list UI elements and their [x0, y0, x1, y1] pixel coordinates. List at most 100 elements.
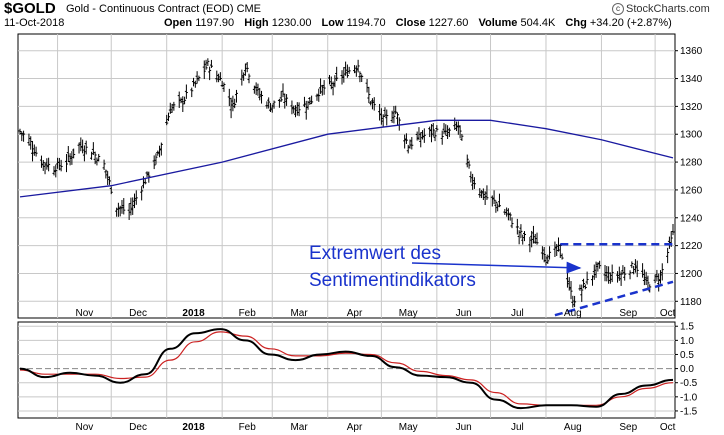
ohlc-bar	[333, 75, 337, 88]
osc-y-tick-label: 1.0	[680, 336, 694, 347]
price-y-tick-label: 1280	[680, 158, 703, 169]
ohlc-bar	[306, 100, 310, 110]
ohlc-bar	[607, 266, 611, 284]
ohlc-bar	[54, 164, 58, 178]
copyright-icon: c	[612, 3, 624, 16]
ohlc-bar	[34, 146, 38, 157]
ohlc-bar	[20, 131, 24, 142]
volume-label: Volume	[478, 17, 518, 29]
ohlc-bar	[265, 101, 269, 109]
price-panel	[17, 33, 676, 319]
ohlc-bar	[243, 63, 247, 76]
ohlc-bar	[555, 243, 559, 256]
ohlc-bar	[70, 151, 74, 165]
ohlc-bar	[630, 261, 634, 269]
ohlc-bar	[152, 155, 156, 170]
ohlc-bar	[302, 96, 306, 108]
chart-header: $GOLD Gold - Continuous Contract (EOD) C…	[0, 0, 724, 34]
ohlc-bar	[347, 66, 351, 74]
price-x-tick-label: Apr	[347, 308, 363, 319]
ohlc-bar	[181, 96, 185, 112]
ohlc-bar	[642, 269, 646, 286]
ohlc-bar	[580, 284, 584, 302]
ohlc-bar	[378, 103, 382, 121]
ohlc-bar	[417, 127, 421, 141]
ohlc-bar	[619, 271, 623, 286]
ohlc-bar	[290, 100, 294, 115]
ohlc-bar	[331, 81, 335, 96]
ohlc-bar	[623, 266, 627, 281]
ohlc-bar	[190, 87, 194, 98]
symbol: $GOLD	[4, 0, 56, 17]
ohlc-bar	[573, 295, 577, 308]
ohlc-bar	[633, 259, 637, 273]
ohlc-bar	[233, 98, 237, 109]
ohlc-bar	[582, 278, 586, 289]
ohlc-bar	[220, 80, 224, 88]
ohlc-bar	[635, 260, 639, 278]
ohlc-bar	[492, 190, 496, 205]
annotation-line1: Extremwert des	[309, 243, 441, 264]
ohlc-bar	[608, 272, 612, 284]
ohlc-bar	[365, 79, 369, 93]
ohlc-bar	[47, 157, 51, 172]
ohlc-bar	[658, 270, 662, 284]
ohlc-bar	[506, 208, 510, 221]
ohlc-bar	[515, 218, 519, 235]
price-y-tick-label: 1360	[680, 46, 703, 57]
ohlc-bar	[603, 265, 607, 282]
ohlc-bar	[82, 145, 86, 162]
ohlc-bar	[317, 88, 321, 102]
ohlc-bar	[77, 142, 81, 154]
ohlc-bar	[165, 114, 169, 126]
ohlc-bar	[143, 178, 147, 185]
ohlc-bar	[653, 274, 657, 284]
ohlc-bar	[193, 80, 197, 88]
ohlc-bar	[242, 72, 246, 81]
ohlc-bar	[84, 140, 88, 155]
ohlc-bar	[172, 101, 176, 111]
ohlc-bar	[297, 102, 301, 117]
ohlc-bar	[519, 224, 523, 239]
ohlc-bar	[655, 269, 659, 282]
osc-x-tick-label: Nov	[76, 422, 94, 433]
low-label: Low	[321, 17, 344, 29]
ohlc-bar	[478, 188, 482, 198]
ohlc-bar	[252, 85, 256, 94]
ohlc-bar	[166, 112, 170, 122]
ohlc-bar	[39, 155, 43, 168]
close-label: Close	[395, 17, 426, 29]
ohlc-bar	[521, 234, 525, 245]
ohlc-bar	[102, 159, 106, 171]
osc-x-tick-label: Mar	[290, 422, 308, 433]
ohlc-bar	[308, 96, 312, 105]
ohlc-bar	[528, 236, 532, 253]
ohlc-bar	[127, 203, 131, 220]
ohlc-bar	[204, 59, 208, 70]
open-value: 1197.90	[195, 17, 235, 29]
ohlc-bar	[578, 284, 582, 291]
osc-x-tick-label: Aug	[564, 422, 582, 433]
ohlc-bar	[222, 82, 226, 92]
ohlc-bar	[403, 134, 407, 149]
ohlc-bar	[605, 265, 609, 282]
ohlc-bar	[154, 153, 158, 165]
ohlc-bar	[134, 190, 138, 205]
price-x-axis: Nov Dec 2018 Feb Mar Apr May Jun Jul Aug Sep Oct	[76, 308, 676, 319]
ohlc-bar	[52, 166, 56, 176]
ohlc-bar	[231, 95, 235, 112]
ohlc-bar	[315, 93, 319, 101]
oscillator-y-axis: 1.5 1.0 0.5 0.0 -0.5 -1.0 -1.5	[675, 322, 698, 417]
ohlc-bar	[106, 171, 110, 186]
price-x-tick-label: Mar	[290, 308, 308, 319]
ohlc-summary: Open 1197.90 High 1230.00 Low 1194.70 Cl…	[164, 17, 679, 29]
ohlc-bar	[107, 176, 111, 185]
ohlc-bar	[392, 105, 396, 124]
oscillator-line	[19, 328, 674, 410]
ohlc-bar	[116, 202, 120, 217]
ohlc-bar	[202, 60, 206, 80]
ohlc-bar	[132, 193, 136, 209]
ohlc-bar	[567, 277, 571, 291]
ohlc-bar	[508, 212, 512, 221]
osc-y-tick-label: -0.5	[680, 378, 698, 389]
